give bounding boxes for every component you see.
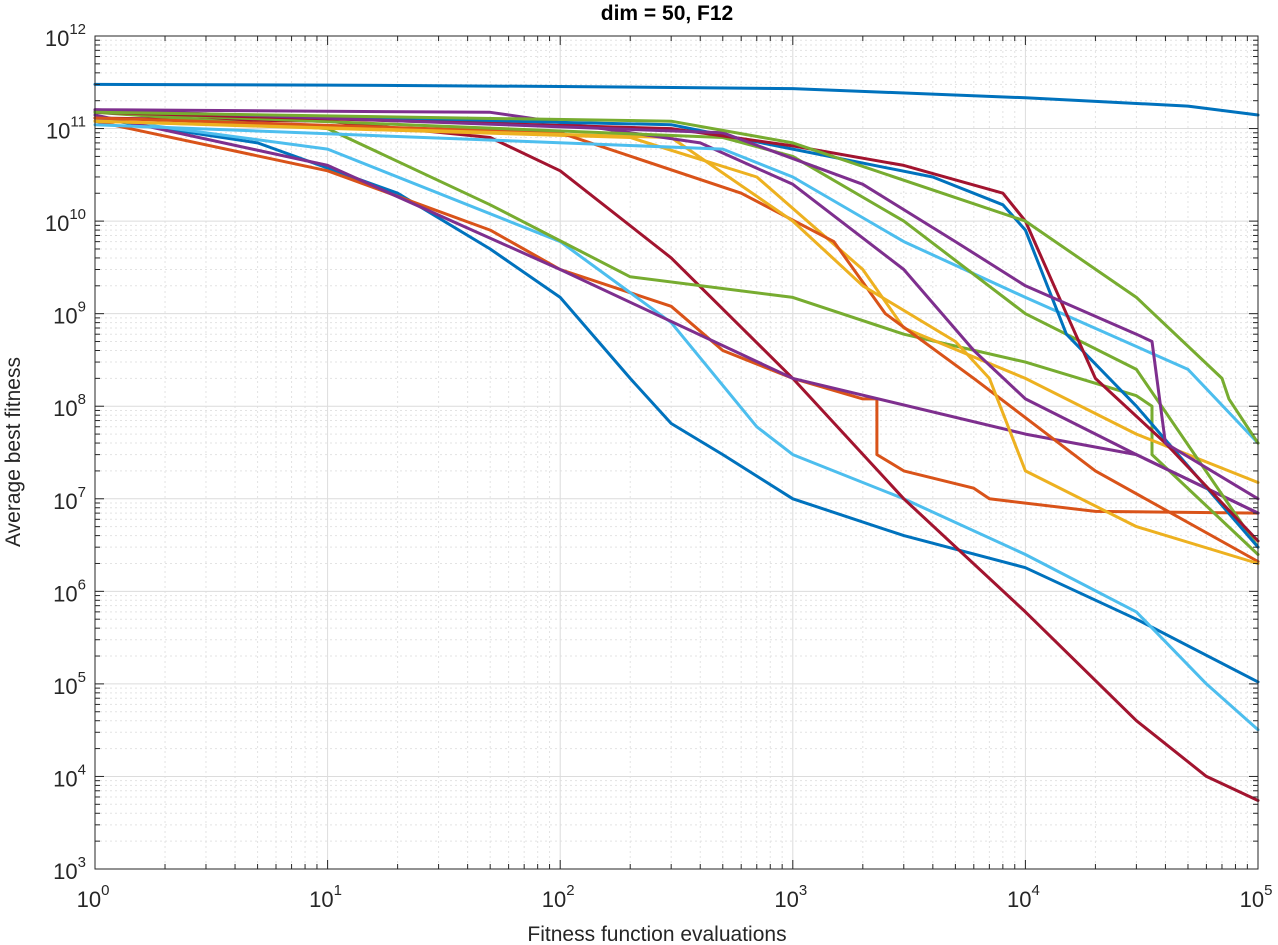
series-line-series-3 xyxy=(93,119,1260,515)
y-tick-exponent: 5 xyxy=(78,669,86,686)
series-line-series-16 xyxy=(93,108,1260,501)
y-tick-exponent: 7 xyxy=(78,484,86,501)
y-tick-base: 10 xyxy=(53,859,77,884)
series-line-series-10 xyxy=(93,119,1260,565)
x-tick-base: 10 xyxy=(542,887,566,912)
y-tick-base: 10 xyxy=(53,581,77,606)
y-tick-exponent: 10 xyxy=(69,206,86,223)
x-tick-exponent: 5 xyxy=(1264,882,1272,899)
x-axis-label: Fitness function evaluations xyxy=(527,923,786,945)
y-tick-label: 108 xyxy=(53,391,86,421)
y-tick-label: 104 xyxy=(53,761,86,791)
y-axis-label: Average best fitness xyxy=(2,357,25,547)
axes-box xyxy=(94,35,1259,870)
y-tick-label: 103 xyxy=(53,854,86,884)
series-line-series-2 xyxy=(93,116,1260,684)
x-tick-exponent: 3 xyxy=(799,882,807,899)
y-tick-label: 109 xyxy=(53,299,86,329)
y-tick-exponent: 3 xyxy=(78,854,86,871)
series-line-series-17 xyxy=(93,110,1260,445)
series-line-series-13 xyxy=(93,110,1260,549)
y-tick-exponent: 9 xyxy=(78,299,86,316)
series-line-series-12 xyxy=(93,123,1260,445)
x-tick-labels: 100 101 102 103 104 105 xyxy=(77,882,1273,912)
y-tick-label: 106 xyxy=(53,576,86,606)
x-tick-exponent: 2 xyxy=(566,882,574,899)
x-tick-base: 10 xyxy=(309,887,333,912)
x-tick-base: 10 xyxy=(774,887,798,912)
y-tick-label: 1011 xyxy=(46,114,86,144)
series-line-series-1 xyxy=(93,82,1260,117)
y-tick-base: 10 xyxy=(53,396,77,421)
y-tick-base: 10 xyxy=(46,119,70,144)
y-tick-label: 107 xyxy=(53,484,86,514)
x-tick-base: 10 xyxy=(1240,887,1264,912)
y-tick-base: 10 xyxy=(45,26,69,51)
y-tick-label: 105 xyxy=(53,669,86,699)
y-tick-base: 10 xyxy=(53,304,77,329)
series-line-series-4 xyxy=(93,116,1260,732)
x-tick-label: 105 xyxy=(1240,882,1273,912)
chart-title: dim = 50, F12 xyxy=(601,2,733,25)
x-tick-label: 100 xyxy=(77,882,110,912)
x-tick-label: 103 xyxy=(774,882,807,912)
x-tick-label: 104 xyxy=(1007,882,1040,912)
x-tick-base: 10 xyxy=(1007,887,1031,912)
y-tick-exponent: 4 xyxy=(78,761,86,778)
x-tick-exponent: 1 xyxy=(334,882,342,899)
y-tick-exponent: 6 xyxy=(78,576,86,593)
y-tick-base: 10 xyxy=(53,489,77,514)
y-tick-exponent: 12 xyxy=(69,21,86,38)
x-tick-label: 102 xyxy=(542,882,575,912)
x-tick-base: 10 xyxy=(77,887,101,912)
y-tick-label: 1012 xyxy=(45,21,86,51)
x-tick-exponent: 0 xyxy=(101,882,109,899)
y-tick-base: 10 xyxy=(53,766,77,791)
y-tick-exponent: 11 xyxy=(70,114,86,131)
y-tick-base: 10 xyxy=(53,674,77,699)
y-tick-exponent: 8 xyxy=(78,391,86,408)
x-tick-label: 101 xyxy=(309,882,342,912)
y-tick-base: 10 xyxy=(45,211,69,236)
y-tick-label: 1010 xyxy=(45,206,86,236)
plot-area xyxy=(95,36,1258,869)
series-layer xyxy=(93,82,1260,802)
x-tick-exponent: 4 xyxy=(1031,882,1039,899)
tick-marks xyxy=(94,35,1259,870)
